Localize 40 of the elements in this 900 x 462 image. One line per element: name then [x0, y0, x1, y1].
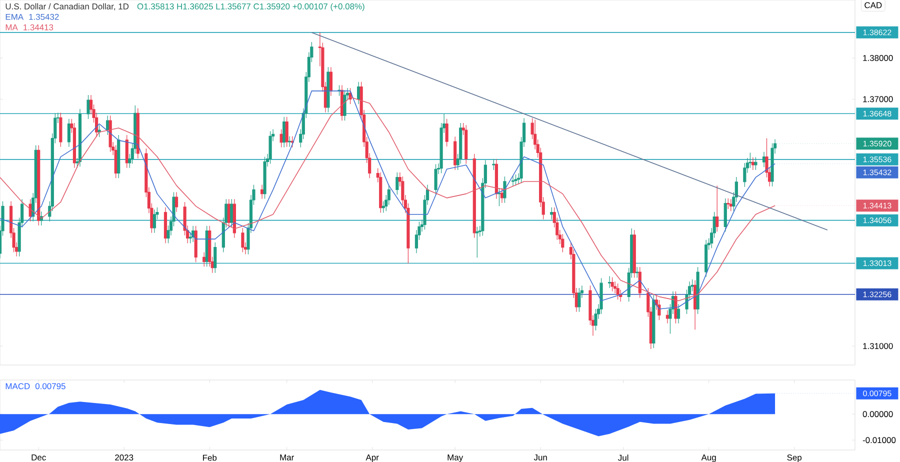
chart-subtitle: O1.35813 H1.36025 L1.35677 C1.35920 +0.00107 (+0.08%) — [137, 3, 364, 12]
candlestick — [676, 304, 680, 324]
chart-title: U.S. Dollar / Canadian Dollar, 1D — [6, 3, 129, 10]
y-tick-label: 0.00000 — [862, 411, 893, 418]
candlestick — [174, 192, 178, 212]
text: EMA — [6, 14, 24, 20]
x-tick-label: Mar — [280, 454, 294, 460]
candlestick — [78, 108, 82, 167]
candlestick — [152, 209, 156, 234]
x-tick-label: Jun — [534, 454, 547, 460]
candlestick — [89, 94, 93, 115]
y-tick-label: 1.31000 — [863, 343, 893, 350]
x-tick-label: Apr — [366, 454, 379, 462]
candlestick — [494, 158, 498, 200]
candlestick — [106, 115, 110, 136]
text: MACD — [6, 383, 30, 390]
x-tick-label: Aug — [701, 454, 716, 462]
x-tick-label: Dec — [32, 454, 46, 460]
y-tick-label: 1.37000 — [863, 96, 893, 102]
y-tick-label: -0.01000 — [862, 437, 896, 444]
x-tick-label: Feb — [203, 454, 217, 461]
y-axis-title: CAD — [864, 2, 882, 8]
candlestick — [72, 122, 76, 168]
candlestick — [614, 281, 617, 294]
candlestick — [511, 175, 515, 187]
y-tick-label: 1.38000 — [863, 55, 893, 62]
candlestick — [414, 230, 418, 254]
x-tick-label: May — [448, 454, 464, 462]
candlestick — [534, 119, 537, 150]
candlestick — [164, 207, 168, 244]
text: 0.00795 — [35, 383, 66, 390]
x-tick-label: Jul — [618, 454, 628, 461]
text: 1.34413 — [24, 24, 54, 30]
text: 1.35432 — [29, 14, 59, 20]
x-tick-label: 2023 — [115, 454, 134, 461]
x-tick-label: Sep — [787, 454, 802, 462]
candlestick — [329, 66, 333, 96]
text: MA — [6, 24, 18, 30]
candlestick — [67, 118, 70, 148]
candlestick — [232, 198, 236, 238]
